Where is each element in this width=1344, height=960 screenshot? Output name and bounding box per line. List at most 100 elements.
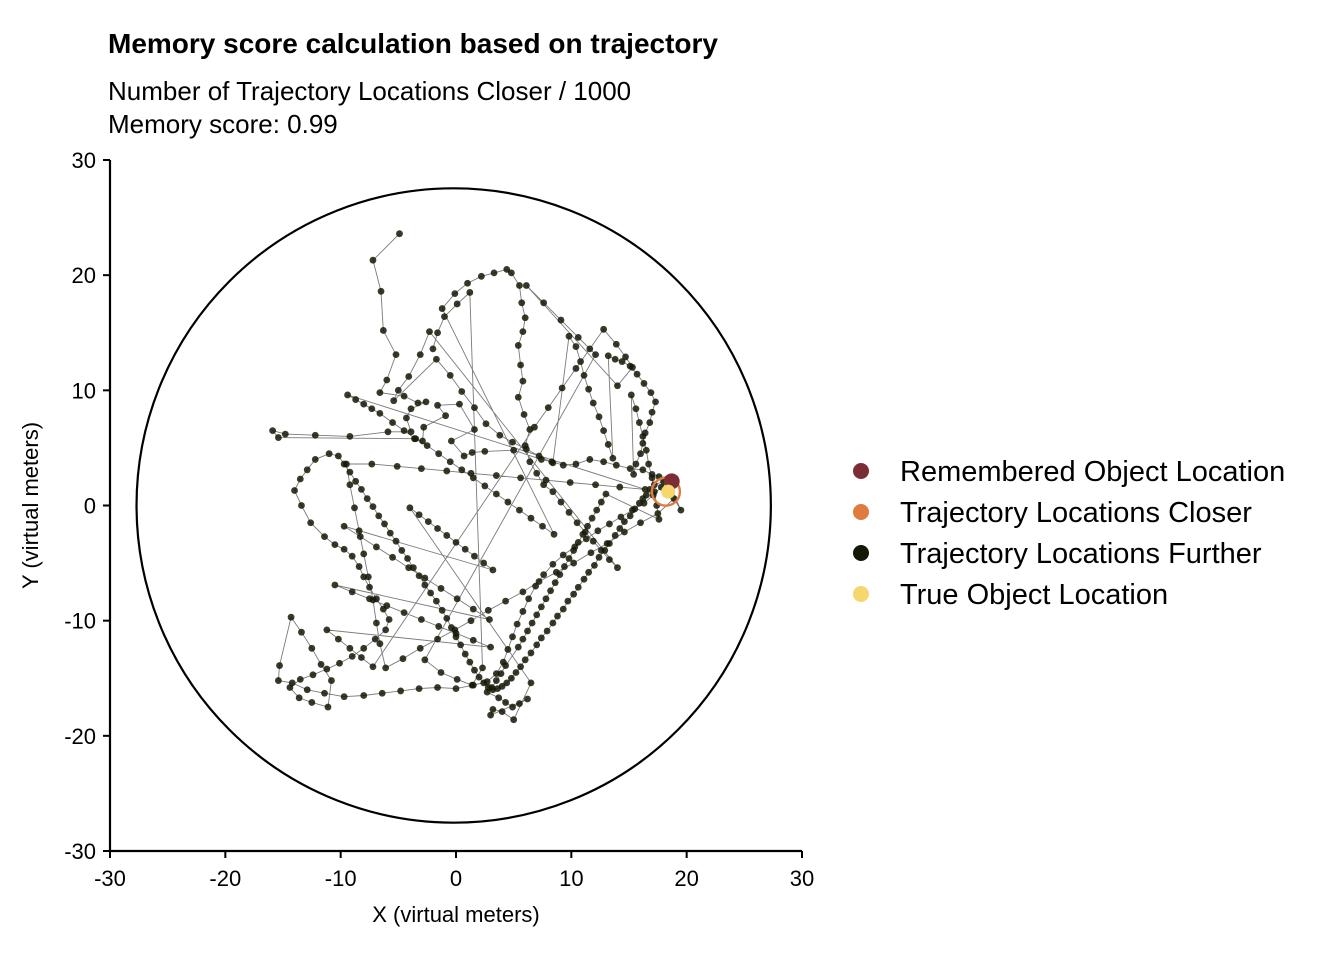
trajectory-point-further <box>389 553 396 561</box>
x-tick-label: 0 <box>450 866 462 891</box>
trajectory-point-further <box>586 456 594 463</box>
trajectory-point-further <box>640 499 648 507</box>
trajectory-point-further <box>346 433 354 440</box>
trajectory-point-further <box>382 664 390 672</box>
trajectory-point-further <box>438 606 446 614</box>
trajectory-point-further <box>592 351 599 359</box>
trajectory-point-further <box>611 532 619 539</box>
trajectory-point-further <box>471 666 478 674</box>
trajectory-point-further <box>423 442 431 450</box>
trajectory-point-further <box>355 563 363 570</box>
trajectory-point-further <box>557 498 565 506</box>
trajectory-point-further <box>539 522 546 530</box>
trajectory-point-further <box>622 353 629 361</box>
legend-key <box>853 545 869 561</box>
trajectory-point-further <box>486 616 493 623</box>
trajectory-point-further <box>492 490 500 498</box>
trajectory-point-further <box>382 626 390 634</box>
trajectory-point-further <box>494 685 501 693</box>
trajectory-point-further <box>597 547 605 554</box>
trajectory-point-further <box>495 694 503 702</box>
trajectory-point-further <box>369 256 377 264</box>
trajectory-point-further <box>604 441 612 448</box>
trajectory-point-further <box>384 428 392 436</box>
chart-title: Memory score calculation based on trajec… <box>108 28 718 59</box>
trajectory-point-further <box>642 491 650 499</box>
trajectory-point-further <box>426 328 433 335</box>
trajectory-point-further <box>605 540 613 547</box>
trajectory-point-further <box>421 574 429 582</box>
trajectory-point-further <box>605 556 613 564</box>
trajectory-point-further <box>559 461 567 469</box>
trajectory-point-further <box>483 688 491 696</box>
trajectory-point-further <box>421 581 429 589</box>
trajectory-point-further <box>378 689 386 697</box>
trajectory-point-further <box>571 543 579 551</box>
trajectory-point-further <box>375 512 383 520</box>
trajectory-point-further <box>346 468 354 476</box>
trajectory-point-further <box>457 641 465 649</box>
trajectory-point-further <box>594 527 602 535</box>
trajectory-point-further <box>632 460 640 468</box>
trajectory-point-further <box>460 452 468 460</box>
trajectory-point-further <box>565 555 573 562</box>
trajectory-point-further <box>497 670 505 678</box>
trajectory-point-further <box>355 527 363 535</box>
trajectory-point-further <box>558 384 566 392</box>
true-object-point <box>661 484 676 499</box>
trajectory-point-further <box>392 537 400 545</box>
trajectory-point-further <box>400 427 408 435</box>
trajectory-point-further <box>477 272 485 280</box>
trajectory-point-further <box>288 679 296 687</box>
trajectory-point-further <box>521 314 529 322</box>
trajectory-point-further <box>403 414 410 422</box>
trajectory-point-further <box>648 471 656 478</box>
trajectory-point-further <box>609 454 617 462</box>
trajectory-point-further <box>537 603 545 611</box>
trajectory-point-further <box>466 658 474 666</box>
y-tick-label: 30 <box>72 148 96 173</box>
trajectory-point-further <box>351 504 358 512</box>
trajectory-point-further <box>552 568 560 576</box>
trajectory-point-further <box>366 583 373 591</box>
trajectory-point-further <box>657 483 665 491</box>
trajectory-point-further <box>415 685 423 693</box>
trajectory-point-further <box>580 371 588 379</box>
trajectory-point-further <box>573 519 581 527</box>
trajectory-point-further <box>348 588 356 596</box>
trajectory-point-further <box>336 659 343 667</box>
trajectory-point-further <box>585 568 593 576</box>
legend-label: Trajectory Locations Further <box>900 538 1262 570</box>
trajectory-point-further <box>406 504 414 512</box>
trajectory-point-further <box>544 404 552 412</box>
trajectory-point-further <box>453 300 461 308</box>
trajectory-point-further <box>400 392 408 400</box>
trajectory-point-further <box>352 396 360 403</box>
trajectory-point-further <box>409 564 417 572</box>
trajectory-point-further <box>559 605 567 613</box>
trajectory-point-further <box>597 498 605 506</box>
trajectory-point-further <box>415 572 423 580</box>
trajectory-point-further <box>517 361 524 369</box>
trajectory-point-further <box>626 362 634 370</box>
trajectory-point-further <box>516 506 523 514</box>
trajectory-point-further <box>587 549 595 557</box>
trajectory-point-further <box>447 624 455 631</box>
trajectory-point-further <box>616 483 624 491</box>
trajectory-point-further <box>376 640 384 648</box>
y-axis-title: Y (virtual meters) <box>18 422 43 589</box>
trajectory-point-further <box>519 377 527 385</box>
trajectory-point-further <box>565 332 573 340</box>
trajectory-point-further <box>385 616 393 623</box>
trajectory-point-further <box>604 352 612 360</box>
trajectory-point-further <box>389 419 396 426</box>
x-tick-label: 30 <box>790 866 814 891</box>
trajectory-point-further <box>641 485 649 493</box>
trajectory-point-further <box>589 537 597 545</box>
trajectory-point-further <box>533 469 541 477</box>
trajectory-point-further <box>303 466 311 474</box>
trajectory-point-further <box>482 420 490 428</box>
trajectory-point-further <box>502 662 509 669</box>
trajectory-point-further <box>525 595 533 603</box>
trajectory-point-further <box>348 552 356 560</box>
